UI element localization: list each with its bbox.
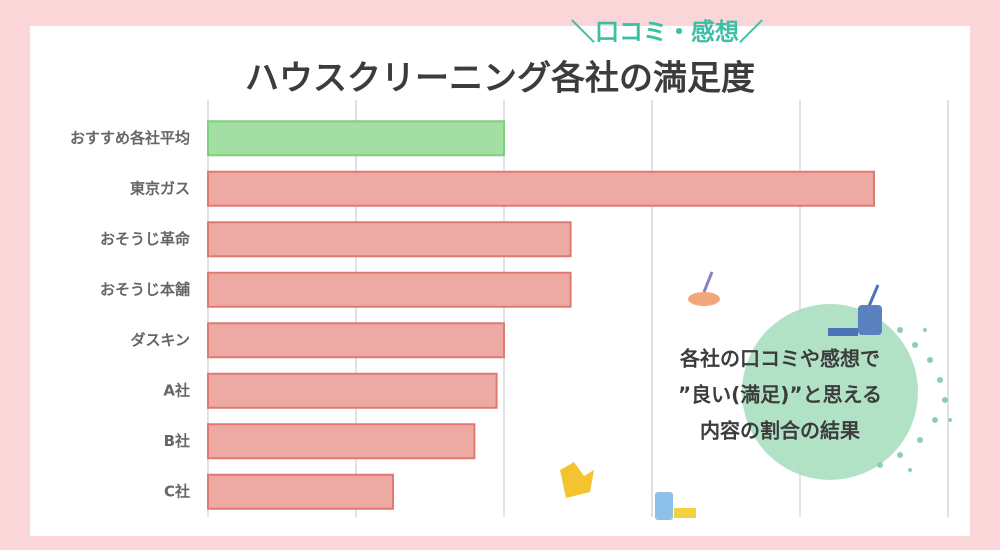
y-tick-label: ダスキン [130, 331, 190, 349]
y-tick-label: A社 [163, 381, 190, 399]
y-tick-label: おそうじ革命 [100, 230, 191, 248]
bar [207, 372, 498, 409]
y-tick-label: おすすめ各社平均 [70, 129, 190, 147]
bar [207, 170, 875, 207]
annotation-line: 内容の割合の結果 [700, 419, 860, 443]
bar [207, 322, 505, 359]
bar [207, 473, 394, 510]
decor-dots [877, 327, 952, 472]
annotation-line: 各社の口コミや感想で [679, 347, 880, 371]
decor-circle [742, 304, 918, 480]
y-tick-label: おそうじ本舗 [100, 280, 190, 298]
bar [207, 221, 572, 258]
bar [207, 271, 572, 308]
y-tick-label: 東京ガス [130, 179, 190, 197]
subtitle: ＼口コミ・感想／ [571, 18, 763, 46]
annotation-line: ”良い(満足)”と思える [678, 383, 882, 407]
bar [207, 423, 476, 460]
bar [207, 120, 505, 157]
chart-title: ハウスクリーニング各社の満足度 [245, 59, 755, 99]
y-tick-label: C社 [164, 482, 190, 500]
decor-icons [560, 271, 882, 520]
y-tick-label: B社 [164, 432, 190, 450]
